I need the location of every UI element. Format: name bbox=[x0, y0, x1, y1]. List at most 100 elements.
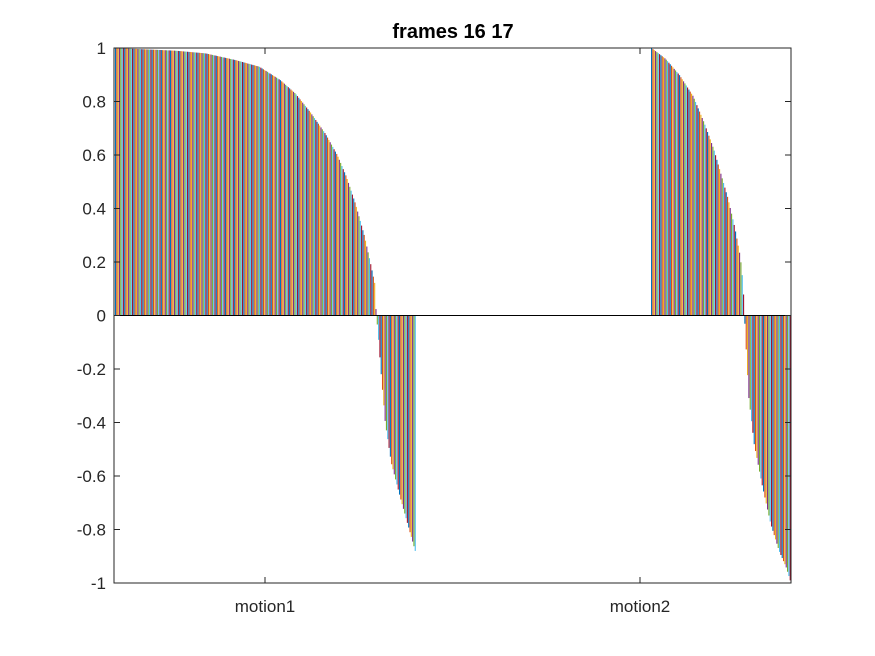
bar bbox=[188, 51, 190, 316]
bar bbox=[171, 50, 173, 316]
bar bbox=[236, 60, 238, 316]
bar bbox=[299, 99, 301, 316]
bar bbox=[371, 270, 373, 316]
bar bbox=[685, 85, 687, 316]
bar bbox=[767, 315, 769, 510]
bar bbox=[651, 48, 653, 316]
bar bbox=[160, 50, 162, 316]
bar bbox=[120, 48, 122, 316]
bar bbox=[752, 315, 754, 433]
bar bbox=[268, 72, 270, 316]
bar bbox=[287, 87, 289, 316]
bar bbox=[737, 245, 739, 316]
bar bbox=[749, 315, 751, 410]
bar bbox=[137, 48, 139, 316]
bar bbox=[156, 49, 158, 316]
bar bbox=[697, 108, 699, 316]
bar bbox=[334, 151, 336, 316]
bar bbox=[340, 162, 342, 316]
bar bbox=[155, 49, 157, 316]
bar bbox=[213, 55, 215, 316]
bar bbox=[310, 112, 312, 316]
bar bbox=[760, 315, 762, 479]
bar bbox=[261, 68, 263, 316]
bar bbox=[379, 315, 381, 358]
bar bbox=[357, 211, 359, 316]
bar bbox=[273, 75, 275, 316]
bar bbox=[679, 75, 681, 316]
bar bbox=[223, 57, 225, 316]
bar bbox=[215, 55, 217, 316]
bar bbox=[332, 146, 334, 316]
bar bbox=[398, 315, 401, 495]
bar bbox=[198, 52, 200, 316]
bar bbox=[756, 315, 758, 458]
bar bbox=[367, 252, 369, 316]
bar bbox=[687, 87, 689, 316]
bar bbox=[406, 315, 408, 523]
bar bbox=[764, 315, 766, 498]
bar bbox=[135, 48, 138, 316]
bar bbox=[680, 77, 682, 316]
bar bbox=[741, 275, 743, 316]
bar bbox=[211, 54, 213, 316]
bar bbox=[370, 264, 372, 316]
bar bbox=[789, 315, 791, 581]
bar bbox=[410, 315, 412, 537]
bar bbox=[129, 48, 131, 316]
bar bbox=[681, 79, 683, 316]
bar bbox=[241, 62, 244, 316]
bar bbox=[769, 315, 771, 522]
bar bbox=[395, 315, 397, 480]
bar bbox=[347, 182, 350, 316]
bar bbox=[731, 213, 733, 316]
bar bbox=[302, 102, 304, 316]
bar bbox=[787, 315, 789, 572]
bar bbox=[275, 77, 278, 316]
bar bbox=[294, 93, 296, 316]
bar bbox=[743, 294, 745, 316]
bar bbox=[175, 50, 177, 316]
bar bbox=[355, 206, 357, 316]
bar bbox=[317, 123, 319, 316]
bar bbox=[673, 68, 675, 316]
bar bbox=[763, 315, 765, 492]
bar bbox=[307, 109, 309, 316]
bar bbox=[258, 66, 261, 316]
bar bbox=[266, 71, 268, 316]
bar bbox=[283, 83, 285, 316]
bar bbox=[264, 70, 266, 316]
bar bbox=[346, 179, 348, 316]
bar bbox=[655, 51, 657, 316]
bar bbox=[413, 315, 415, 547]
bar bbox=[200, 52, 202, 316]
bar bbox=[392, 315, 394, 470]
bar bbox=[154, 49, 156, 316]
bar bbox=[414, 315, 416, 551]
bar bbox=[303, 104, 305, 316]
bar bbox=[217, 56, 219, 316]
bar bbox=[733, 224, 735, 316]
bar-group bbox=[115, 48, 791, 581]
bar bbox=[308, 110, 310, 316]
bar bbox=[118, 48, 121, 316]
bar bbox=[676, 71, 678, 316]
bar bbox=[185, 51, 187, 316]
bar bbox=[661, 56, 663, 316]
bar bbox=[296, 96, 299, 316]
bar bbox=[197, 52, 199, 316]
bar bbox=[336, 153, 338, 316]
bar bbox=[190, 52, 193, 316]
bar bbox=[740, 262, 742, 316]
bar bbox=[735, 231, 737, 316]
bar bbox=[285, 84, 287, 316]
bar bbox=[358, 216, 360, 316]
bar bbox=[130, 48, 132, 316]
bar bbox=[745, 315, 747, 350]
bar bbox=[221, 56, 223, 316]
bar bbox=[402, 315, 405, 509]
bar bbox=[219, 56, 221, 316]
bar bbox=[194, 52, 196, 316]
bar bbox=[715, 155, 717, 316]
y-tick-label: -0.2 bbox=[77, 360, 106, 379]
